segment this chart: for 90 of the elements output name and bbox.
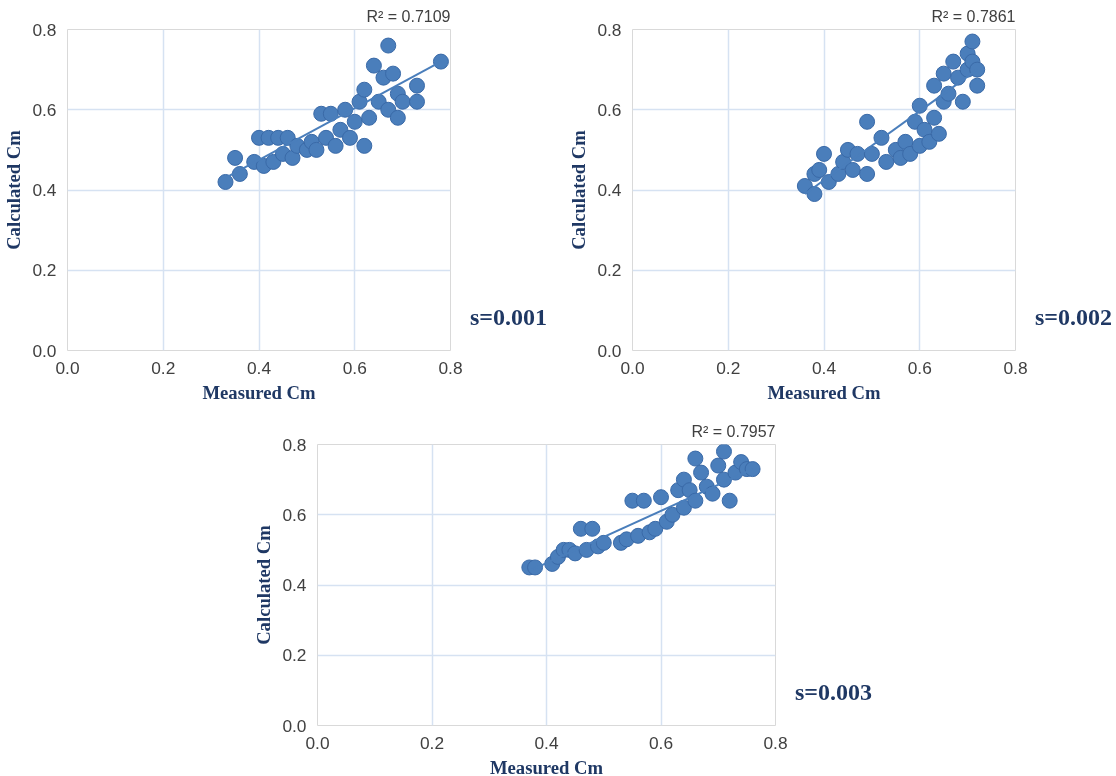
x-tick-label: 0.8 <box>1003 357 1028 378</box>
x-tick-label: 0.4 <box>246 357 272 378</box>
point <box>432 53 449 70</box>
point <box>811 161 828 178</box>
y-axis-title: Calculated Cm <box>568 129 590 250</box>
point <box>361 109 378 126</box>
point <box>356 81 373 98</box>
y-tick-label: 0.6 <box>597 99 622 120</box>
y-tick-label: 0.4 <box>282 575 307 595</box>
point <box>710 457 727 474</box>
x-tick-label: 0.4 <box>811 357 837 378</box>
text: s=0.001 <box>470 303 548 332</box>
x-tick-label: 0.0 <box>305 732 330 753</box>
x-tick-label: 0.2 <box>419 732 445 753</box>
x-axis-title: Measured Cm <box>767 381 882 403</box>
point <box>647 520 664 537</box>
y-tick-label: 0.8 <box>597 19 622 40</box>
point <box>704 485 721 502</box>
point <box>365 57 382 74</box>
point <box>930 125 947 142</box>
point <box>217 173 234 190</box>
point <box>969 77 986 94</box>
y-tick-label: 0.6 <box>32 99 57 120</box>
y-tick-label: 0.8 <box>32 19 57 40</box>
x-tick-label: 0.0 <box>620 357 645 378</box>
point <box>744 461 761 478</box>
y-tick-label: 0.4 <box>32 180 57 200</box>
x-tick-label: 0.2 <box>151 357 176 378</box>
point <box>859 165 876 182</box>
x-axis-title: Measured Cm <box>489 756 604 776</box>
x-tick-label: 0.6 <box>648 732 674 753</box>
point <box>584 520 601 537</box>
x-tick-label: 0.6 <box>342 357 367 378</box>
point <box>693 464 710 481</box>
point <box>806 186 823 202</box>
y-tick-label: 0.0 <box>597 340 622 361</box>
point <box>863 145 880 162</box>
y-tick-label: 0.6 <box>282 504 307 525</box>
text: s=0.003 <box>795 678 873 707</box>
x-tick-label: 0.8 <box>763 732 788 753</box>
y-tick-label: 0.4 <box>597 180 622 200</box>
point <box>926 109 943 126</box>
point <box>308 141 325 158</box>
y-tick-label: 0.0 <box>32 340 57 361</box>
point <box>341 129 358 146</box>
x-tick-label: 0.0 <box>55 357 80 378</box>
point <box>408 77 425 94</box>
x-tick-label: 0.2 <box>716 357 741 378</box>
point <box>322 105 339 122</box>
x-tick-label: 0.4 <box>534 732 559 753</box>
point <box>969 61 986 78</box>
point <box>844 161 861 178</box>
point <box>408 93 425 110</box>
y-tick-label: 0.2 <box>597 260 622 281</box>
point <box>715 444 732 460</box>
point <box>327 137 344 154</box>
point <box>380 37 397 54</box>
text: s=0.002 <box>1035 303 1113 332</box>
text: R² = 0.7957 <box>691 422 776 440</box>
x-tick-label: 0.6 <box>907 357 932 378</box>
x-tick-label: 0.8 <box>438 357 463 378</box>
y-axis-title: Calculated Cm <box>3 129 25 250</box>
point <box>635 492 652 509</box>
point <box>356 137 373 154</box>
point <box>595 534 612 551</box>
point <box>394 93 411 110</box>
point <box>859 113 876 130</box>
point <box>721 492 738 509</box>
text: R² = 0.7109 <box>366 7 451 25</box>
y-tick-label: 0.2 <box>32 260 57 281</box>
point <box>878 153 895 170</box>
point <box>945 53 962 70</box>
point <box>935 65 952 82</box>
point <box>346 113 363 130</box>
point <box>816 145 832 162</box>
y-tick-label: 0.0 <box>282 715 307 736</box>
point <box>227 149 244 166</box>
point <box>687 450 704 467</box>
point <box>389 109 406 126</box>
point <box>664 506 681 523</box>
text: R² = 0.7861 <box>931 7 1016 25</box>
x-axis-title: Measured Cm <box>202 381 317 403</box>
point <box>926 77 943 94</box>
point <box>385 65 402 82</box>
y-tick-label: 0.2 <box>282 645 307 666</box>
point <box>964 33 981 50</box>
point <box>653 489 669 506</box>
y-axis-title: Calculated Cm <box>253 524 275 645</box>
y-tick-label: 0.8 <box>282 434 307 455</box>
point <box>954 93 971 110</box>
